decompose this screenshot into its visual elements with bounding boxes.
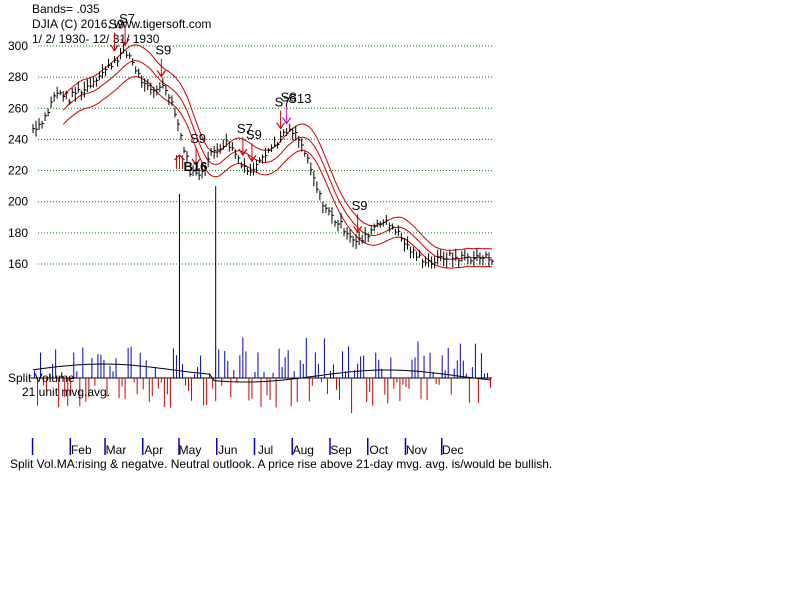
month-label: May — [179, 443, 202, 457]
band-lines — [62, 44, 493, 269]
signal-label: S9 — [190, 131, 206, 146]
sell-arrow-icon — [247, 154, 257, 163]
chart-title: DJIA (C) 2016, www.tigersoft.com — [32, 17, 211, 31]
y-axis: 300 280 260 240 220 200 180 160 — [8, 39, 28, 271]
footer-summary: Split Vol.MA:rising & negatve. Neutral o… — [10, 457, 552, 471]
sell-arrow-icon — [191, 158, 201, 167]
month-label: Dec — [442, 443, 463, 457]
sell-arrow-icon — [238, 148, 248, 157]
sell-arrow-icon — [156, 70, 166, 78]
y-tick-label: 240 — [8, 132, 28, 146]
month-label: Feb — [71, 443, 92, 457]
signal-label: S9 — [109, 17, 125, 32]
buy-arrow-icon — [174, 154, 185, 161]
bands-label: Bands= .035 — [32, 2, 100, 16]
signal-label: S9 — [246, 127, 262, 142]
month-label: Sep — [330, 443, 352, 457]
sell-arrow-icon — [282, 117, 292, 125]
y-tick-label: 180 — [8, 226, 28, 240]
volume-ma-label: 21 unit mvg.avg. — [22, 385, 110, 399]
sell-arrow-icon — [120, 38, 130, 47]
month-label: Nov — [406, 443, 427, 457]
price-bars — [32, 42, 494, 269]
signal-label: S9 — [155, 43, 171, 58]
sell-arrow-icon — [110, 44, 120, 52]
month-label: Jul — [258, 443, 273, 457]
volume-ma-line — [32, 363, 491, 383]
signal-vertical-lines — [178, 186, 217, 378]
month-label: Jun — [218, 443, 237, 457]
month-label: Oct — [369, 443, 388, 457]
y-tick-label: 220 — [8, 164, 28, 178]
volume-bars — [32, 337, 491, 414]
signal-label: S8 — [281, 90, 297, 105]
month-axis: Feb Mar Apr May Jun Jul Aug Sep Oct Nov Dec — [31, 438, 463, 457]
signal-label: S7 — [237, 121, 253, 136]
month-label: Aug — [293, 443, 314, 457]
signal-label: S7 — [119, 11, 135, 26]
month-label: Apr — [144, 443, 163, 457]
month-label: Mar — [106, 443, 127, 457]
volume-label: Split Volume — [8, 371, 75, 385]
sell-arrow-icon — [276, 122, 286, 130]
y-tick-label: 300 — [8, 39, 28, 53]
price-grid — [38, 45, 492, 265]
signal-label: S13 — [288, 91, 311, 106]
buy-signal-label: B16 — [183, 159, 207, 174]
date-range: 1/ 2/ 1930- 12/ 31/ 1930 — [32, 32, 160, 46]
y-tick-label: 280 — [8, 70, 28, 84]
signal-label: S9 — [352, 198, 368, 213]
y-tick-label: 160 — [8, 257, 28, 271]
band-lower — [62, 75, 493, 269]
sell-arrow-icon — [353, 225, 363, 234]
y-tick-label: 260 — [8, 101, 28, 115]
band-middle — [62, 60, 493, 260]
y-tick-label: 200 — [8, 195, 28, 209]
